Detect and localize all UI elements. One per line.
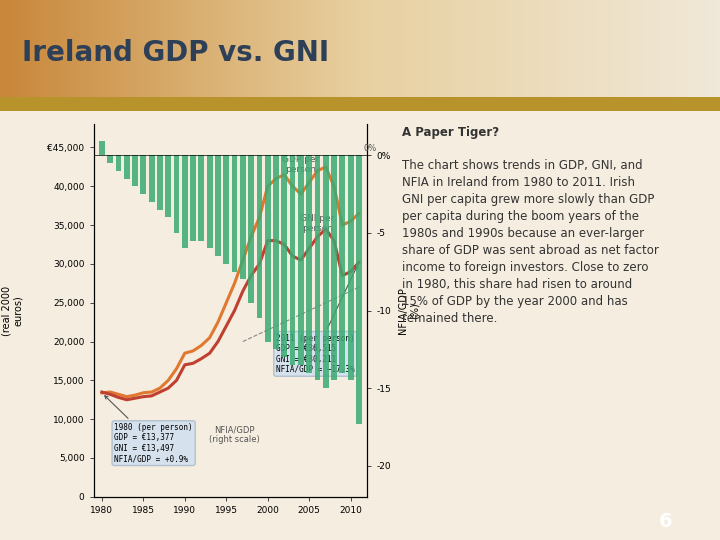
Bar xyxy=(182,156,188,248)
Bar xyxy=(240,156,246,280)
Bar xyxy=(289,156,295,365)
Text: NFIA/GDP
(right scale): NFIA/GDP (right scale) xyxy=(210,425,260,444)
Text: 1980 (per person)
GDP = €13,377
GNI = €13,497
NFIA/GDP = +0.9%: 1980 (per person) GDP = €13,377 GNI = €1… xyxy=(105,396,193,463)
Bar xyxy=(157,156,163,210)
Bar xyxy=(331,156,337,380)
Y-axis label: NFIA/GDP
(%): NFIA/GDP (%) xyxy=(398,287,420,334)
Bar xyxy=(306,156,312,373)
Bar xyxy=(273,156,279,349)
Bar xyxy=(339,156,345,373)
Bar xyxy=(282,156,287,357)
Bar xyxy=(140,156,146,194)
Text: 2011 (per person)
GDP = €36,515
GNI = €30,211
NFIA/GDP = −17.3%: 2011 (per person) GDP = €36,515 GNI = €3… xyxy=(276,266,357,374)
Bar xyxy=(215,156,221,256)
Bar xyxy=(190,156,196,241)
Bar xyxy=(356,156,362,424)
Bar xyxy=(265,156,271,342)
Text: 6: 6 xyxy=(660,511,672,531)
Bar xyxy=(256,156,262,318)
Bar xyxy=(124,156,130,179)
Bar xyxy=(174,156,179,233)
Text: GNI per
person: GNI per person xyxy=(300,214,335,233)
Y-axis label: GDP and
GNI per
person
(real 2000
euros): GDP and GNI per person (real 2000 euros) xyxy=(0,286,23,335)
Text: The chart shows trends in GDP, GNI, and
NFIA in Ireland from 1980 to 2011. Irish: The chart shows trends in GDP, GNI, and … xyxy=(402,159,659,325)
Bar xyxy=(323,156,328,388)
Bar xyxy=(132,156,138,186)
Bar xyxy=(315,156,320,380)
Bar xyxy=(99,141,105,156)
Text: GDP per
person: GDP per person xyxy=(282,155,320,174)
Text: Ireland GDP vs. GNI: Ireland GDP vs. GNI xyxy=(22,39,329,68)
Bar xyxy=(348,156,354,380)
Bar xyxy=(166,156,171,217)
Bar xyxy=(232,156,238,272)
Text: A Paper Tiger?: A Paper Tiger? xyxy=(402,126,499,139)
Bar xyxy=(149,156,155,202)
Bar xyxy=(248,156,254,303)
Bar xyxy=(298,156,304,365)
Bar xyxy=(207,156,212,248)
Bar xyxy=(116,156,122,171)
Bar xyxy=(107,156,113,163)
Text: 0%: 0% xyxy=(363,144,377,153)
Bar xyxy=(223,156,229,264)
Bar xyxy=(199,156,204,241)
